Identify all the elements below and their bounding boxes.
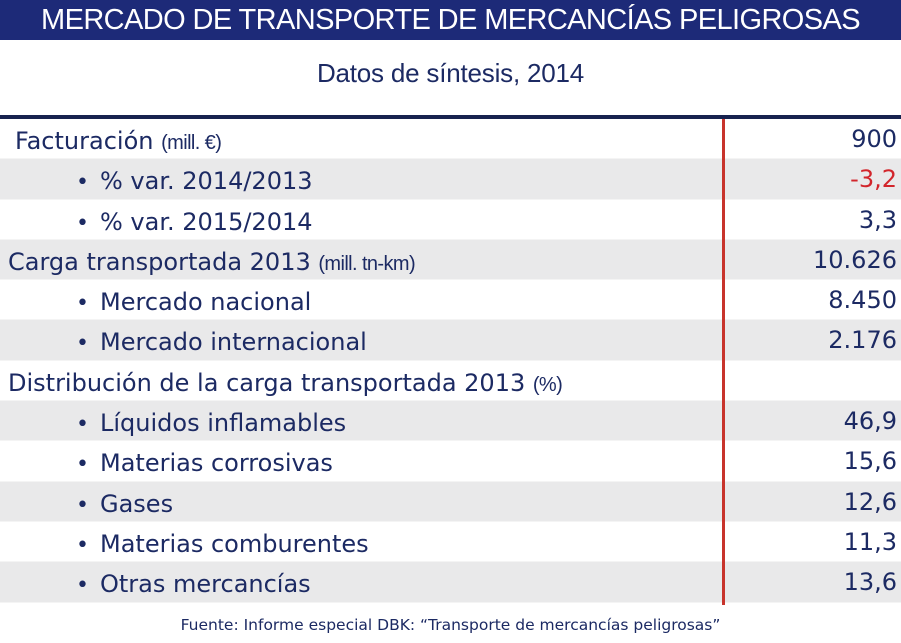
row-value: -3,2 xyxy=(850,165,897,194)
row-value: 11,3 xyxy=(843,527,897,556)
row-value: 46,9 xyxy=(843,407,897,436)
row-label: •% var. 2015/2014 xyxy=(76,200,313,240)
row-label: Distribución de la carga transportada 20… xyxy=(8,368,563,397)
row-label: • Mercado internacional xyxy=(76,320,367,360)
row-unit: (mill. €) xyxy=(161,132,222,154)
row-value: 10.626 xyxy=(813,245,897,274)
bullet-icon: • xyxy=(76,331,89,357)
row-liquidos-inflamables: • Líquidos inflamables 46,9 xyxy=(0,401,901,442)
row-label: • Mercado nacional xyxy=(76,280,311,320)
bullet-icon: • xyxy=(76,412,89,438)
row-materias-corrosivas: • Materias corrosivas 15,6 xyxy=(0,441,901,482)
bullet-icon: • xyxy=(76,170,89,196)
page-subtitle: Datos de síntesis, 2014 xyxy=(316,58,585,88)
row-label: • Gases xyxy=(76,482,173,522)
row-carga-transportada: Carga transportada 2013 (mill. tn-km) 10… xyxy=(0,239,901,281)
summary-table: Facturación (mill. €) 900 •% var. 2014/2… xyxy=(0,119,901,603)
row-materias-comburentes: • Materias comburentes 11,3 xyxy=(0,522,901,563)
row-value: 900 xyxy=(851,125,897,153)
row-distribucion: Distribución de la carga transportada 20… xyxy=(0,361,901,402)
bullet-icon: • xyxy=(76,492,89,518)
row-value: 8.450 xyxy=(828,286,897,315)
row-var-2015-2014: •% var. 2015/2014 3,3 xyxy=(0,200,901,240)
row-value: 15,6 xyxy=(843,447,897,476)
bullet-icon: • xyxy=(76,210,89,236)
row-label: •% var. 2014/2013 xyxy=(76,159,313,199)
row-value: 12,6 xyxy=(843,487,897,516)
row-label: • Materias corrosivas xyxy=(76,441,333,481)
row-otras-mercancias: • Otras mercancías 13,6 xyxy=(0,562,901,603)
row-mercado-internacional: • Mercado internacional 2.176 xyxy=(0,320,901,361)
row-label: Carga transportada 2013 (mill. tn-km) xyxy=(8,247,416,276)
row-label: • Materias comburentes xyxy=(76,522,369,562)
row-value: 13,6 xyxy=(843,568,897,597)
header-rule xyxy=(0,115,901,119)
row-facturacion: Facturación (mill. €) 900 xyxy=(0,119,901,160)
row-label: • Otras mercancías xyxy=(76,562,311,602)
row-unit: (mill. tn-km) xyxy=(318,252,415,275)
bullet-icon: • xyxy=(76,573,89,599)
bullet-icon: • xyxy=(76,532,89,558)
row-label: • Líquidos inflamables xyxy=(76,401,346,441)
row-value: 3,3 xyxy=(858,205,897,234)
row-gases: • Gases 12,6 xyxy=(0,481,901,522)
page-title: MERCADO DE TRANSPORTE DE MERCANCÍAS PELI… xyxy=(0,0,901,40)
row-var-2014-2013: •% var. 2014/2013 -3,2 xyxy=(0,159,901,200)
row-value: 2.176 xyxy=(828,326,897,355)
bullet-icon: • xyxy=(76,452,89,478)
row-label: Facturación (mill. €) xyxy=(15,127,222,155)
row-unit: (%) xyxy=(532,373,563,396)
source-footnote: Fuente: Informe especial DBK: “Transport… xyxy=(180,616,721,634)
bullet-icon: • xyxy=(76,291,89,317)
column-divider xyxy=(722,119,725,605)
row-mercado-nacional: • Mercado nacional 8.450 xyxy=(0,280,901,321)
